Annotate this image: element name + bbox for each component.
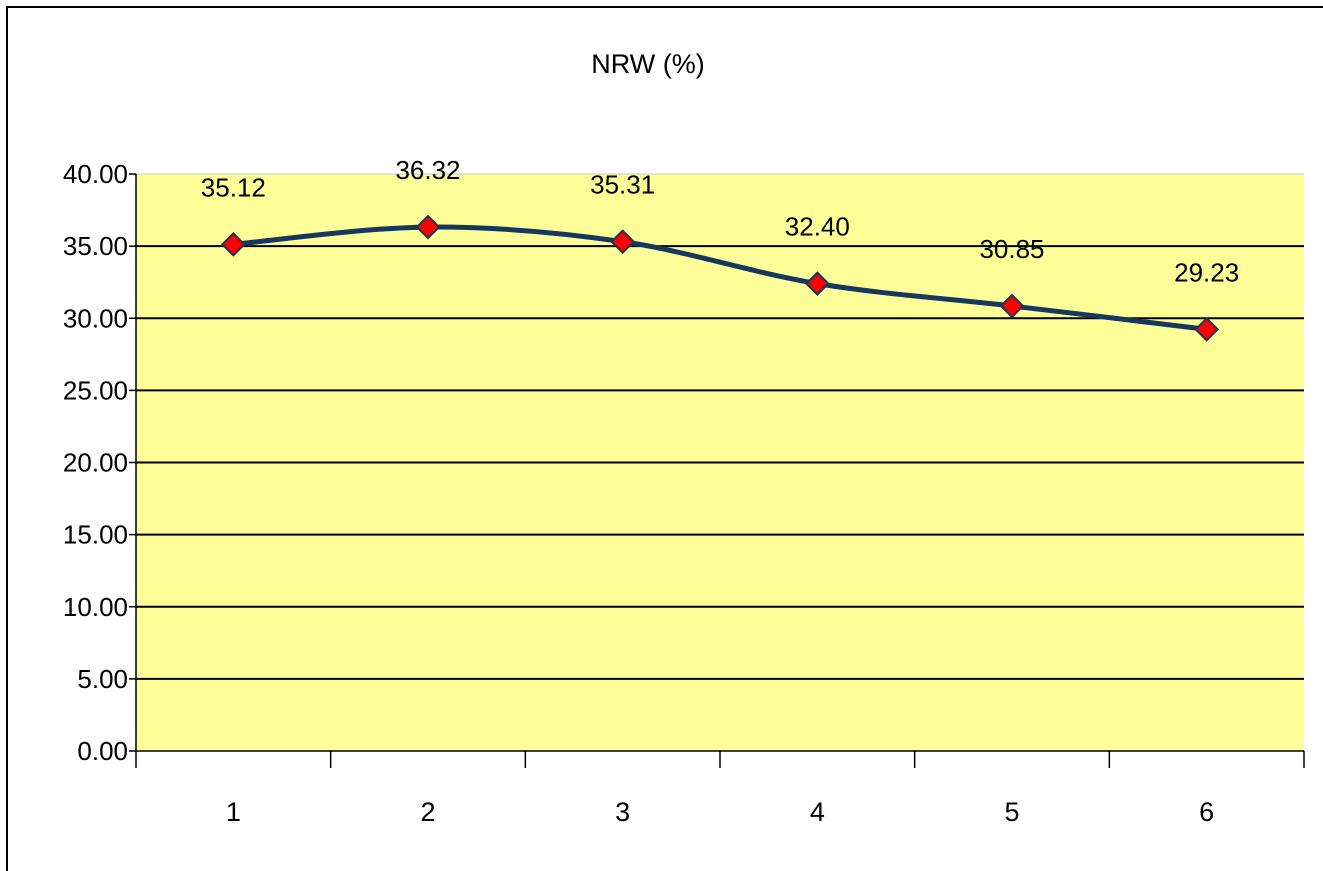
data-point-marker (610, 229, 636, 255)
data-point-marker (1194, 316, 1220, 342)
x-tick-label: 5 (1004, 797, 1019, 827)
y-tick-label: 15.00 (63, 520, 128, 550)
x-tick-label: 6 (1199, 797, 1214, 827)
data-label: 35.31 (590, 170, 655, 200)
data-point-marker (220, 231, 246, 257)
data-point-marker (999, 293, 1025, 319)
y-tick-label: 25.00 (63, 375, 128, 405)
data-label: 29.23 (1174, 257, 1239, 287)
data-point-marker (804, 271, 830, 297)
data-label: 32.40 (785, 212, 850, 242)
x-tick-label: 1 (226, 797, 241, 827)
x-tick-label: 2 (420, 797, 435, 827)
data-label: 35.12 (201, 172, 266, 202)
series-line (233, 224, 1207, 332)
y-tick-label: 40.00 (63, 159, 128, 189)
y-tick-label: 30.00 (63, 303, 128, 333)
x-tick-label: 4 (810, 797, 825, 827)
y-tick-label: 0.00 (77, 736, 128, 766)
plot-area: 0.00 5.00 10.00 15.00 20.00 25.00 30.00 35.00 40… (63, 155, 1305, 827)
chart-title: NRW (%) (591, 49, 704, 79)
data-label: 30.85 (979, 234, 1044, 264)
y-tick-label: 20.00 (63, 448, 128, 478)
data-label: 36.32 (395, 155, 460, 185)
y-tick-label: 35.00 (63, 231, 128, 261)
data-point-marker (415, 214, 441, 240)
y-tick-label: 5.00 (77, 664, 128, 694)
x-tick-label: 3 (615, 797, 630, 827)
y-tick-label: 10.00 (63, 592, 128, 622)
